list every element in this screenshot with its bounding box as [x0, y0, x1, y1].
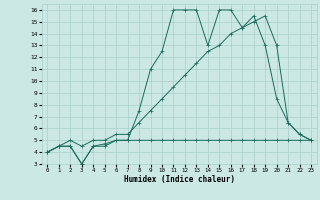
- X-axis label: Humidex (Indice chaleur): Humidex (Indice chaleur): [124, 175, 235, 184]
